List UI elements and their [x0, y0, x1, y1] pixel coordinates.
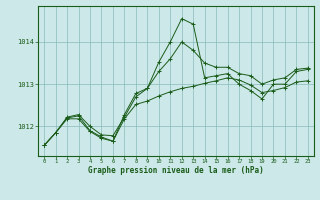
X-axis label: Graphe pression niveau de la mer (hPa): Graphe pression niveau de la mer (hPa)	[88, 166, 264, 175]
